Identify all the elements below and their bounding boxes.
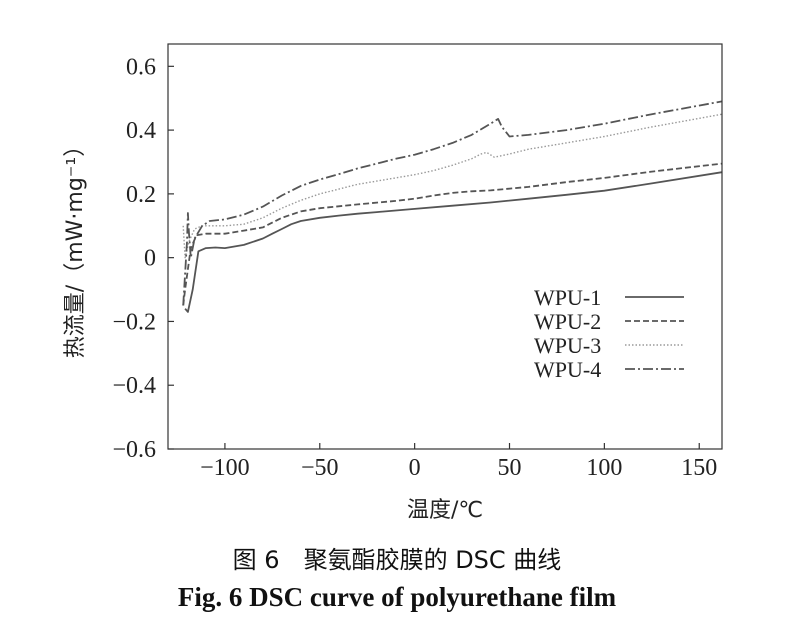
series-line-wpu-1 xyxy=(184,171,723,313)
x-tick-label: −50 xyxy=(301,455,339,481)
ticks-layer: −100 −50 0 50 100 150 0.6 0.4 0.2 0 −0.2 −0.4 −0.6 xyxy=(112,54,717,481)
x-tick-label: 0 xyxy=(409,455,421,481)
y-tick-label: −0.6 xyxy=(112,437,156,463)
legend-label-wpu-4: WPU-4 xyxy=(534,357,601,382)
plot-frame xyxy=(167,43,723,450)
caption-chinese: 图 6 聚氨酯胶膜的 DSC 曲线 xyxy=(232,546,562,574)
y-tick-label: −0.4 xyxy=(112,373,156,399)
legend-label-wpu-3: WPU-3 xyxy=(534,333,601,358)
legend-label-wpu-1: WPU-1 xyxy=(534,285,601,310)
series-layer xyxy=(182,100,723,313)
y-tick-label: −0.2 xyxy=(112,309,156,335)
x-tick-label: 100 xyxy=(586,455,622,481)
y-axis-label: 热流量/（mW·mg⁻¹） xyxy=(63,135,88,358)
series-line-wpu-2 xyxy=(182,162,723,306)
y-tick-label: 0.4 xyxy=(126,118,156,144)
legend-label-wpu-2: WPU-2 xyxy=(534,309,601,334)
x-tick-label: 50 xyxy=(498,455,522,481)
series-line-wpu-4 xyxy=(182,100,723,306)
y-tick-label: 0.2 xyxy=(126,182,156,208)
series-line-wpu-3 xyxy=(182,113,723,259)
x-axis-label: 温度/℃ xyxy=(407,498,483,523)
y-tick-label: 0.6 xyxy=(126,54,156,80)
x-tick-label: 150 xyxy=(681,455,717,481)
x-tick-label: −100 xyxy=(200,455,250,481)
y-tick-label: 0 xyxy=(144,246,156,272)
caption-english: Fig. 6 DSC curve of polyurethane film xyxy=(177,582,617,612)
